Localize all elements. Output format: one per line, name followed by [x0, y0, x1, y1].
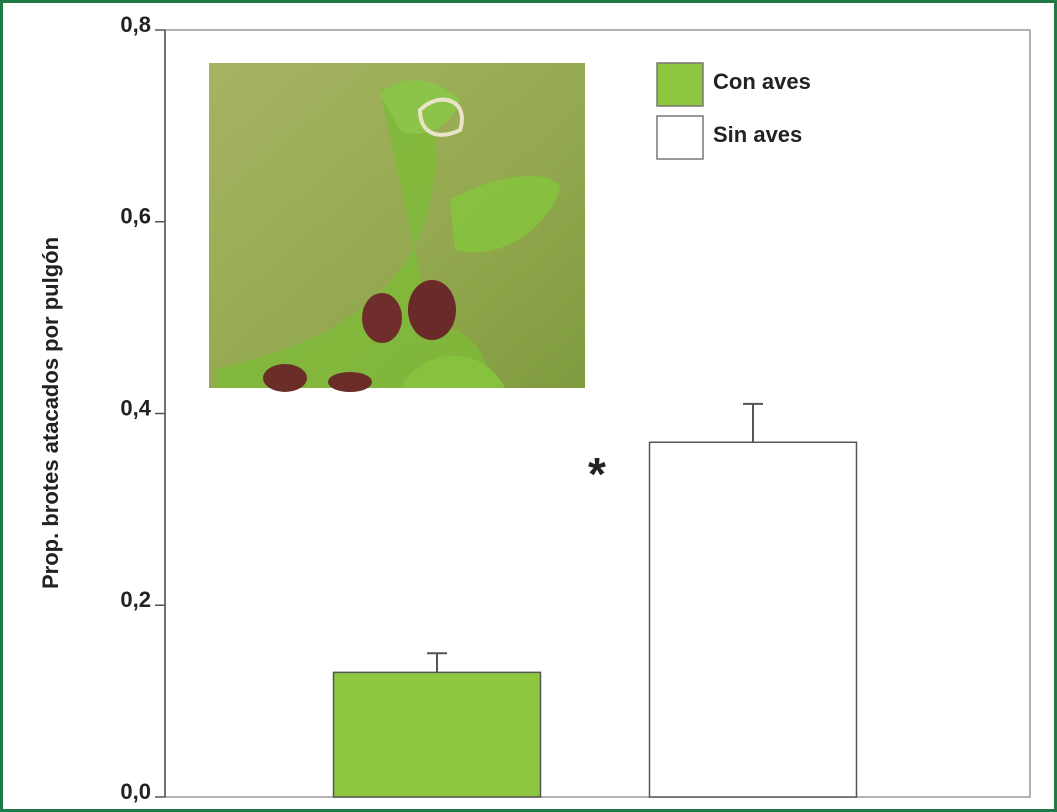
legend-swatch	[656, 62, 704, 107]
y-tick-label: 0,6	[120, 204, 151, 229]
legend-label: Con aves	[713, 69, 811, 94]
y-tick-label: 0,2	[120, 587, 151, 612]
bar	[648, 441, 858, 798]
y-tick-label: 0,4	[120, 395, 151, 420]
bar	[332, 671, 542, 798]
y-axis-label: Prop. brotes atacados por pulgón	[38, 237, 63, 589]
photo	[209, 63, 585, 392]
legend-swatch	[656, 115, 704, 160]
y-tick-label: 0,8	[120, 12, 151, 37]
annotation: *	[588, 448, 606, 500]
legend-label: Sin aves	[713, 122, 802, 147]
y-tick-label: 0,0	[120, 779, 151, 804]
